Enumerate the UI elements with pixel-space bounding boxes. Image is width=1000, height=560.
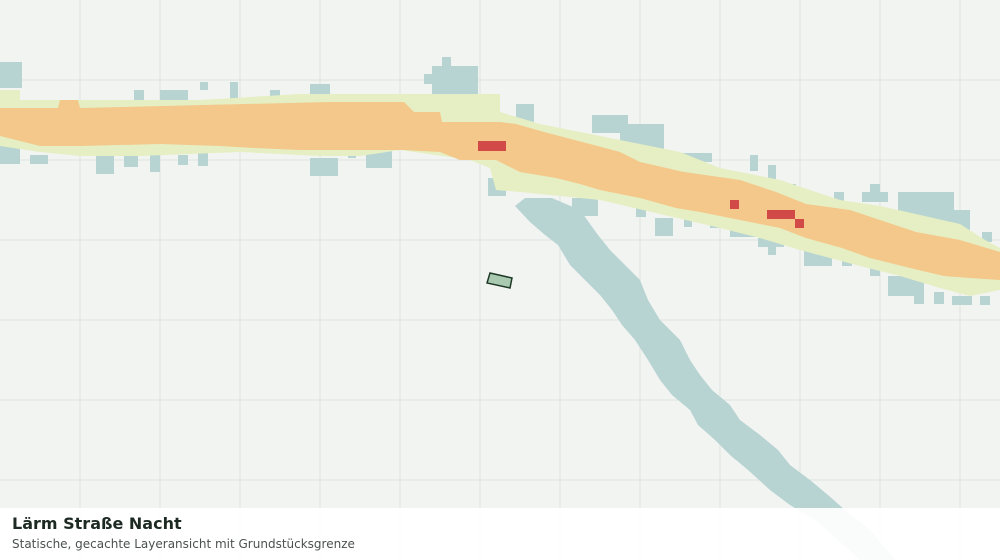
noise-zone-peak	[478, 141, 804, 228]
noise-zone-low	[515, 198, 895, 560]
layer-subtitle: Statische, gecachte Layeransicht mit Gru…	[12, 537, 355, 551]
caption: Lärm Straße Nacht Statische, gecachte La…	[0, 508, 1000, 560]
noise-zone-high	[0, 100, 1000, 280]
parcel-boundary	[486, 272, 513, 289]
layer-title: Lärm Straße Nacht	[12, 514, 182, 533]
